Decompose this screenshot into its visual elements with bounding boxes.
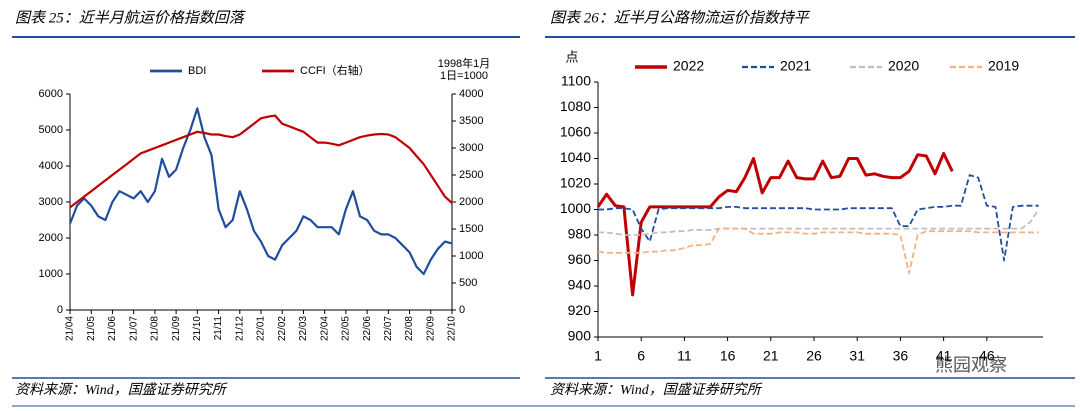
x-tick-label: 21/04 xyxy=(65,316,76,341)
legend-label: 2022 xyxy=(673,58,704,74)
legend-label: 2019 xyxy=(988,58,1019,74)
x-tick-label: 1 xyxy=(594,348,602,364)
y-tick-label: 900 xyxy=(568,328,592,344)
y2-tick-label: 3000 xyxy=(459,142,483,154)
x-tick-label: 21/12 xyxy=(234,316,245,341)
x-tick-label: 31 xyxy=(849,348,865,364)
legend-label: 2021 xyxy=(780,58,811,74)
y-tick-label: 1100 xyxy=(561,73,591,89)
x-tick-label: 21/11 xyxy=(213,316,224,341)
y-tick-label: 1060 xyxy=(560,124,591,140)
x-tick-label: 22/10 xyxy=(447,316,458,341)
x-tick-label: 21/07 xyxy=(128,316,139,341)
y-tick-label: 1080 xyxy=(560,98,591,114)
series-line xyxy=(68,107,453,276)
y-tick-label: 5000 xyxy=(39,124,63,136)
chart-title: 图表 25：近半月航运价格指数回落 xyxy=(15,9,246,26)
y-tick-label: 3000 xyxy=(39,196,63,208)
x-tick-label: 22/01 xyxy=(256,316,267,341)
y-tick-label: 1020 xyxy=(560,175,591,191)
legend-label: 2020 xyxy=(888,58,919,74)
series-line xyxy=(598,174,1039,262)
y2-tick-label: 1000 xyxy=(459,250,483,262)
x-tick-label: 22/09 xyxy=(425,316,436,341)
x-tick-label: 21/09 xyxy=(171,316,182,341)
x-tick-label: 16 xyxy=(720,348,736,364)
y-tick-label: 6000 xyxy=(39,88,63,100)
y-tick-label: 1000 xyxy=(39,268,63,280)
x-tick-label: 21/08 xyxy=(150,316,161,341)
series-line xyxy=(597,227,1039,275)
y-axis-label: 点 xyxy=(565,49,578,64)
x-tick-label: 22/05 xyxy=(341,316,352,341)
y-tick-label: 960 xyxy=(568,251,592,267)
annotation: 1998年1月 xyxy=(438,56,491,70)
x-tick-label: 26 xyxy=(806,348,822,364)
y-tick-label: 0 xyxy=(57,304,63,316)
chart-title: 图表 26：近半月公路物流运价指数持平 xyxy=(550,9,811,26)
y2-tick-label: 500 xyxy=(459,277,477,289)
y-tick-label: 980 xyxy=(568,226,592,242)
y2-tick-label: 3500 xyxy=(459,115,483,127)
y-tick-label: 4000 xyxy=(39,160,63,172)
y-tick-label: 920 xyxy=(568,302,592,318)
source-note: 资料来源：Wind，国盛证券研究所 xyxy=(15,382,228,398)
series-line xyxy=(69,114,453,209)
x-tick-label: 22/08 xyxy=(404,316,415,341)
x-tick-label: 22/02 xyxy=(277,316,288,341)
y-tick-label: 1040 xyxy=(560,149,591,165)
x-tick-label: 21/10 xyxy=(192,316,203,341)
x-tick-label: 22/03 xyxy=(298,316,309,341)
y-tick-label: 940 xyxy=(568,277,592,293)
y2-tick-label: 4000 xyxy=(459,88,483,100)
source-note: 资料来源：Wind，国盛证券研究所 xyxy=(550,382,763,398)
y2-tick-label: 1500 xyxy=(459,223,483,235)
x-tick-label: 11 xyxy=(677,348,692,364)
x-tick-label: 22/06 xyxy=(362,316,373,341)
watermark: 熊园观察 xyxy=(935,355,1007,375)
x-tick-label: 6 xyxy=(637,348,645,364)
series-line xyxy=(598,208,1040,236)
y2-tick-label: 0 xyxy=(459,304,465,316)
legend-label: CCFI（右轴） xyxy=(300,63,370,77)
x-tick-label: 22/04 xyxy=(319,316,330,341)
x-tick-label: 21 xyxy=(763,348,779,364)
x-tick-label: 41 xyxy=(936,348,952,364)
series-line xyxy=(596,151,954,297)
annotation: 1日=1000 xyxy=(440,70,488,82)
y-tick-label: 2000 xyxy=(39,232,63,244)
x-tick-label: 21/05 xyxy=(86,316,97,341)
x-tick-label: 21/06 xyxy=(107,316,118,341)
x-tick-label: 46 xyxy=(979,348,995,364)
x-tick-label: 36 xyxy=(893,348,909,364)
y2-tick-label: 2500 xyxy=(459,169,483,181)
y2-tick-label: 2000 xyxy=(459,196,483,208)
x-tick-label: 22/07 xyxy=(383,316,394,341)
y-tick-label: 1000 xyxy=(560,200,591,216)
legend-label: BDI xyxy=(188,65,206,77)
